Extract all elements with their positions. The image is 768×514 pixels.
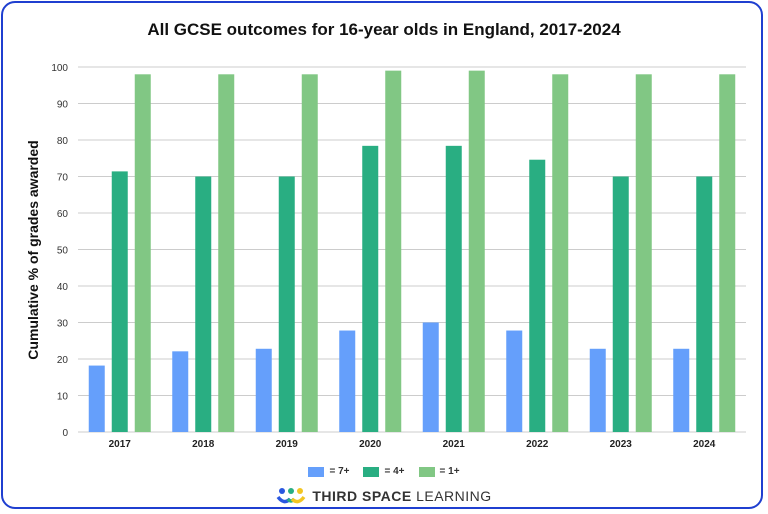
bar-2022-series-2 (552, 74, 569, 433)
legend-swatch (308, 466, 325, 477)
bar-2023-series-0 (589, 348, 606, 432)
bar-2021-series-0 (422, 322, 439, 432)
brand-name-bold: THIRD SPACE (312, 488, 412, 504)
bar-2019-series-0 (255, 348, 272, 432)
legend-label: = 1+ (439, 466, 460, 477)
bar-2024-series-1 (696, 176, 713, 432)
y-tick-label: 0 (62, 428, 68, 439)
y-tick-label: 20 (57, 355, 69, 366)
bar-2019-series-1 (278, 176, 295, 432)
bar-2018-series-1 (195, 176, 212, 432)
chart-title: All GCSE outcomes for 16-year olds in En… (147, 20, 621, 39)
y-tick-label: 60 (57, 209, 69, 220)
x-tick-label: 2020 (359, 439, 382, 450)
bar-2022-series-0 (506, 330, 523, 432)
y-tick-label: 40 (57, 282, 69, 293)
bar-2018-series-2 (218, 74, 235, 433)
legend-swatch (363, 466, 380, 477)
x-tick-label: 2017 (109, 439, 132, 450)
bar-2021-series-1 (445, 145, 462, 432)
legend-label: = 7+ (329, 466, 350, 477)
x-tick-label: 2024 (693, 439, 716, 450)
brand-logo: THIRD SPACE LEARNING (0, 487, 768, 505)
x-tick-label: 2022 (526, 439, 549, 450)
y-tick-label: 100 (51, 63, 68, 74)
brand-name-light: LEARNING (416, 488, 492, 504)
bar-2023-series-1 (612, 176, 629, 432)
y-tick-label: 50 (57, 246, 69, 257)
bar-2017-series-1 (111, 171, 128, 432)
y-tick-label: 70 (57, 173, 69, 184)
y-tick-label: 30 (57, 319, 69, 330)
bar-2019-series-2 (301, 74, 318, 433)
legend-item-4plus: = 4+ (363, 466, 405, 477)
y-tick-label: 90 (57, 100, 69, 111)
x-tick-label: 2021 (443, 439, 466, 450)
x-tick-label: 2018 (192, 439, 215, 450)
x-tick-label: 2023 (610, 439, 633, 450)
bar-2017-series-0 (88, 365, 105, 432)
bar-2020-series-0 (339, 330, 356, 432)
legend-item-7plus: = 7+ (308, 466, 349, 477)
bar-2017-series-2 (134, 74, 151, 433)
bar-2022-series-1 (529, 159, 546, 432)
legend-label: = 4+ (384, 466, 405, 477)
y-tick-label: 80 (57, 136, 69, 147)
bar-2018-series-0 (172, 351, 189, 432)
bar-2024-series-2 (719, 74, 736, 433)
bar-2024-series-0 (673, 348, 690, 432)
bar-2020-series-1 (362, 145, 379, 432)
bar-2020-series-2 (385, 70, 402, 433)
x-tick-label: 2019 (276, 439, 299, 450)
bar-2023-series-2 (635, 74, 652, 433)
y-tick-label: 10 (57, 392, 69, 403)
legend-item-1plus: = 1+ (418, 466, 460, 477)
legend-swatch (418, 466, 435, 477)
third-space-logo-icon (276, 488, 306, 504)
legend: = 7+ = 4+ = 1+ (0, 466, 768, 477)
bar-2021-series-2 (468, 70, 485, 433)
